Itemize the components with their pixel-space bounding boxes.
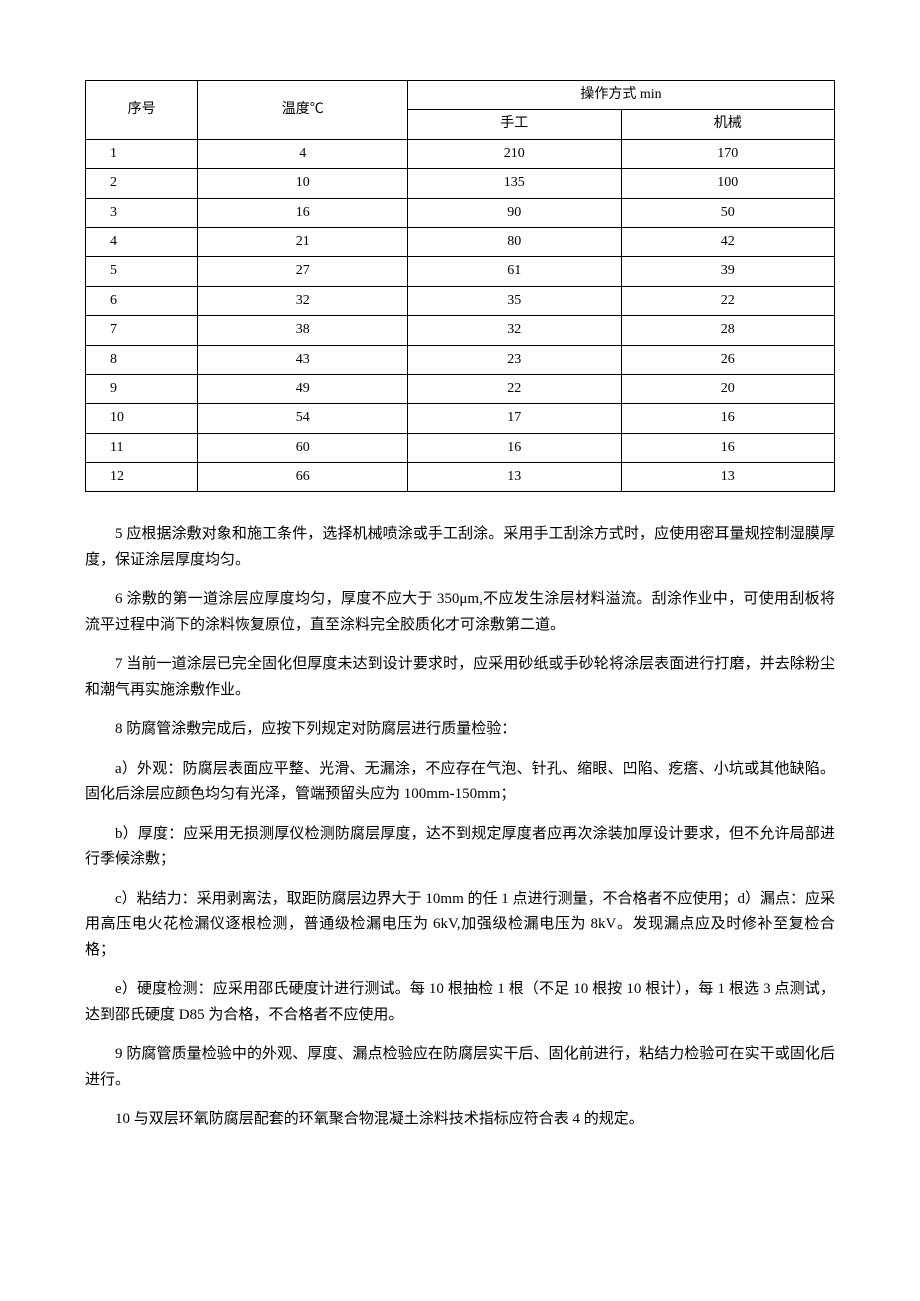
cell-manual: 16	[408, 433, 621, 462]
cell-seq: 10	[86, 404, 198, 433]
cell-mech: 28	[621, 316, 834, 345]
table-row: 7383228	[86, 316, 835, 345]
cell-mech: 170	[621, 139, 834, 168]
cell-temp: 21	[198, 227, 408, 256]
cell-mech: 42	[621, 227, 834, 256]
cell-seq: 6	[86, 286, 198, 315]
paragraph-8: 8 防腐管涂敷完成后，应按下列规定对防腐层进行质量检验：	[85, 717, 835, 743]
paragraph-6: 6 涂敷的第一道涂层应厚度均匀，厚度不应大于 350μm,不应发生涂层材料溢流。…	[85, 587, 835, 638]
paragraph-10: 10 与双层环氧防腐层配套的环氧聚合物混凝土涂料技术指标应符合表 4 的规定。	[85, 1107, 835, 1133]
cell-seq: 11	[86, 433, 198, 462]
cell-seq: 3	[86, 198, 198, 227]
table-row: 4218042	[86, 227, 835, 256]
table-row: 5276139	[86, 257, 835, 286]
cell-manual: 210	[408, 139, 621, 168]
cell-seq: 1	[86, 139, 198, 168]
table-row: 14210170	[86, 139, 835, 168]
table-row: 3169050	[86, 198, 835, 227]
cell-manual: 90	[408, 198, 621, 227]
cell-manual: 22	[408, 374, 621, 403]
cell-mech: 50	[621, 198, 834, 227]
header-manual: 手工	[408, 110, 621, 139]
cell-mech: 13	[621, 463, 834, 492]
cell-temp: 54	[198, 404, 408, 433]
cell-temp: 32	[198, 286, 408, 315]
header-temp: 温度℃	[198, 81, 408, 140]
operation-table: 序号 温度℃ 操作方式 min 手工 机械 142101702101351003…	[85, 80, 835, 492]
cell-seq: 9	[86, 374, 198, 403]
paragraph-9: 9 防腐管质量检验中的外观、厚度、漏点检验应在防腐层实干后、固化前进行，粘结力检…	[85, 1042, 835, 1093]
cell-manual: 35	[408, 286, 621, 315]
cell-seq: 7	[86, 316, 198, 345]
header-mech: 机械	[621, 110, 834, 139]
paragraph-c: c）粘结力：采用剥离法，取距防腐层边界大于 10mm 的任 1 点进行测量，不合…	[85, 887, 835, 964]
cell-temp: 43	[198, 345, 408, 374]
cell-manual: 135	[408, 169, 621, 198]
paragraph-b: b）厚度：应采用无损测厚仪检测防腐层厚度，达不到规定厚度者应再次涂装加厚设计要求…	[85, 822, 835, 873]
paragraph-5: 5 应根据涂敷对象和施工条件，选择机械喷涂或手工刮涂。采用手工刮涂方式时，应使用…	[85, 522, 835, 573]
cell-manual: 13	[408, 463, 621, 492]
cell-temp: 10	[198, 169, 408, 198]
cell-mech: 22	[621, 286, 834, 315]
cell-temp: 60	[198, 433, 408, 462]
cell-mech: 100	[621, 169, 834, 198]
cell-seq: 5	[86, 257, 198, 286]
cell-temp: 38	[198, 316, 408, 345]
cell-temp: 66	[198, 463, 408, 492]
cell-manual: 80	[408, 227, 621, 256]
cell-manual: 23	[408, 345, 621, 374]
table-row: 9492220	[86, 374, 835, 403]
header-operation-group: 操作方式 min	[408, 81, 835, 110]
table-row: 6323522	[86, 286, 835, 315]
paragraph-a: a）外观：防腐层表面应平整、光滑、无漏涂，不应存在气泡、针孔、缩眼、凹陷、疙瘩、…	[85, 757, 835, 808]
cell-mech: 16	[621, 404, 834, 433]
cell-seq: 8	[86, 345, 198, 374]
cell-manual: 17	[408, 404, 621, 433]
cell-mech: 39	[621, 257, 834, 286]
cell-manual: 32	[408, 316, 621, 345]
cell-mech: 16	[621, 433, 834, 462]
cell-temp: 27	[198, 257, 408, 286]
cell-temp: 4	[198, 139, 408, 168]
table-body: 1421017021013510031690504218042527613963…	[86, 139, 835, 492]
cell-seq: 4	[86, 227, 198, 256]
table-row: 10541716	[86, 404, 835, 433]
cell-seq: 12	[86, 463, 198, 492]
paragraph-e: e）硬度检测：应采用邵氏硬度计进行测试。每 10 根抽检 1 根（不足 10 根…	[85, 977, 835, 1028]
table-row: 12661313	[86, 463, 835, 492]
cell-seq: 2	[86, 169, 198, 198]
cell-mech: 20	[621, 374, 834, 403]
header-seq: 序号	[86, 81, 198, 140]
cell-manual: 61	[408, 257, 621, 286]
cell-temp: 49	[198, 374, 408, 403]
cell-mech: 26	[621, 345, 834, 374]
table-header-row-1: 序号 温度℃ 操作方式 min	[86, 81, 835, 110]
table-row: 8432326	[86, 345, 835, 374]
table-row: 11601616	[86, 433, 835, 462]
table-row: 210135100	[86, 169, 835, 198]
paragraph-7: 7 当前一道涂层已完全固化但厚度未达到设计要求时，应采用砂纸或手砂轮将涂层表面进…	[85, 652, 835, 703]
cell-temp: 16	[198, 198, 408, 227]
